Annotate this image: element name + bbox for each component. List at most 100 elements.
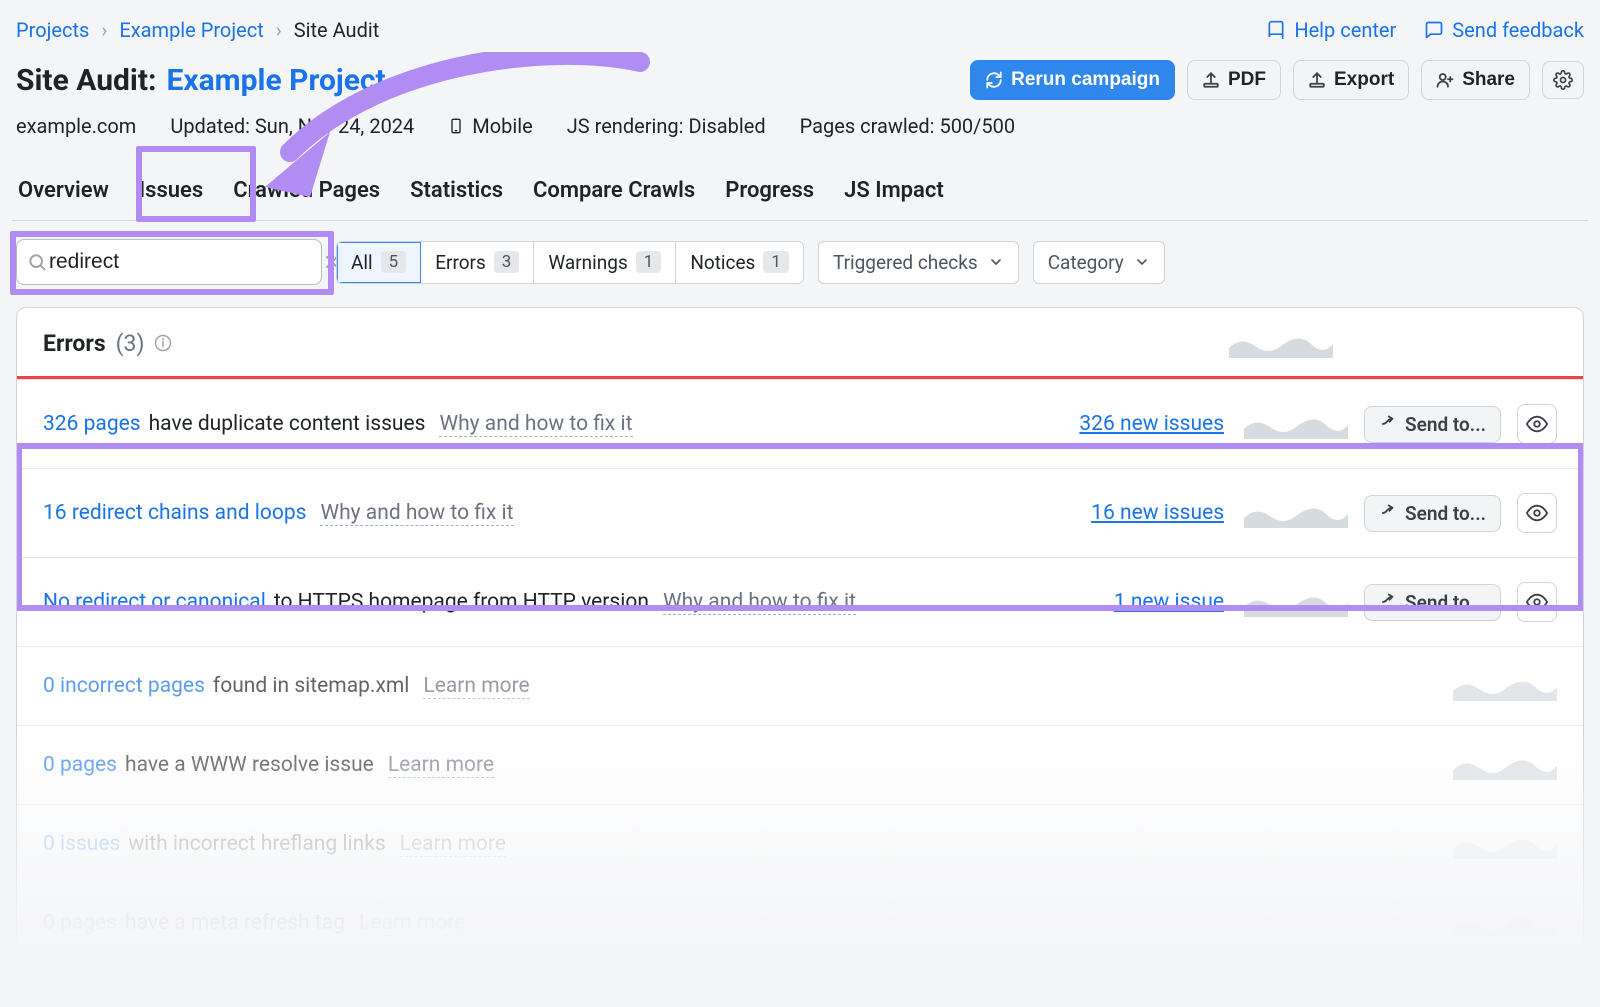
segment-notices[interactable]: Notices 1 bbox=[676, 242, 803, 283]
why-link[interactable]: Learn more bbox=[400, 832, 506, 857]
issue-main: No redirect or canonical to HTTPS homepa… bbox=[43, 590, 1098, 615]
share-button[interactable]: Share bbox=[1421, 60, 1530, 100]
issue-rest-text: have duplicate content issues bbox=[149, 412, 426, 436]
project-dropdown[interactable]: Example Project bbox=[166, 63, 409, 98]
send-to-button[interactable]: Send to... bbox=[1364, 495, 1501, 532]
why-link[interactable]: Learn more bbox=[423, 674, 529, 699]
segment-all[interactable]: All 5 bbox=[337, 242, 421, 283]
eye-icon bbox=[1526, 502, 1548, 524]
hide-button[interactable] bbox=[1517, 493, 1557, 533]
issue-row: 0 incorrect pages found in sitemap.xml Le… bbox=[17, 646, 1583, 725]
issue-rest-text: with incorrect hreflang links bbox=[128, 832, 385, 856]
chevron-down-icon bbox=[392, 71, 410, 89]
info-icon[interactable] bbox=[154, 334, 172, 352]
segment-all-label: All bbox=[351, 251, 373, 274]
issue-main: 0 pages have a WWW resolve issue Learn mo… bbox=[43, 753, 1437, 778]
sparkline-icon bbox=[1229, 328, 1333, 358]
issue-rest-text: have a meta refresh tag bbox=[125, 911, 345, 935]
new-issues-link[interactable]: 1 new issue bbox=[1114, 590, 1224, 614]
pdf-label: PDF bbox=[1228, 69, 1266, 91]
issue-row: 0 issues with incorrect hreflang links Le… bbox=[17, 804, 1583, 883]
tab-progress[interactable]: Progress bbox=[723, 174, 816, 220]
sparkline-icon bbox=[1453, 829, 1557, 859]
errors-panel: Errors (3) 326 pages have duplicate cont… bbox=[16, 307, 1584, 963]
segment-notices-count: 1 bbox=[763, 251, 789, 273]
new-issues-link[interactable]: 16 new issues bbox=[1091, 501, 1224, 525]
tab-overview[interactable]: Overview bbox=[16, 174, 111, 220]
hide-button[interactable] bbox=[1517, 404, 1557, 444]
errors-panel-header: Errors (3) bbox=[17, 308, 1583, 376]
tab-compare-crawls[interactable]: Compare Crawls bbox=[531, 174, 697, 220]
help-center-link[interactable]: Help center bbox=[1266, 18, 1396, 42]
segment-errors[interactable]: Errors 3 bbox=[421, 242, 534, 283]
tab-crawled-pages[interactable]: Crawled Pages bbox=[231, 174, 382, 220]
sparkline-icon bbox=[1453, 671, 1557, 701]
search-input-wrap[interactable] bbox=[16, 239, 322, 285]
hide-button[interactable] bbox=[1517, 582, 1557, 622]
upload-icon bbox=[1308, 71, 1326, 89]
chevron-right-icon: › bbox=[101, 18, 107, 42]
why-link[interactable]: Learn more bbox=[388, 753, 494, 778]
tab-js-impact[interactable]: JS Impact bbox=[842, 174, 946, 220]
issue-link[interactable]: 0 incorrect pages bbox=[43, 674, 205, 698]
send-to-button[interactable]: Send to... bbox=[1364, 406, 1501, 443]
category-dropdown[interactable]: Category bbox=[1033, 241, 1165, 284]
issue-row: 326 pages have duplicate content issues W… bbox=[17, 379, 1583, 468]
send-to-label: Send to... bbox=[1405, 591, 1486, 614]
meta-pages-crawled: Pages crawled: 500/500 bbox=[800, 114, 1016, 138]
search-input[interactable] bbox=[47, 249, 322, 275]
sparkline-icon bbox=[1244, 587, 1348, 617]
send-feedback-label: Send feedback bbox=[1452, 18, 1584, 42]
segment-warnings[interactable]: Warnings 1 bbox=[534, 242, 676, 283]
issue-link[interactable]: 16 redirect chains and loops bbox=[43, 501, 306, 525]
sparkline-icon bbox=[1244, 409, 1348, 439]
errors-title: Errors bbox=[43, 330, 106, 357]
issue-link[interactable]: 0 pages bbox=[43, 753, 117, 777]
issue-main: 0 incorrect pages found in sitemap.xml Le… bbox=[43, 674, 1437, 699]
why-link[interactable]: Why and how to fix it bbox=[439, 412, 632, 437]
breadcrumb-projects[interactable]: Projects bbox=[16, 18, 89, 42]
segment-notices-label: Notices bbox=[690, 251, 755, 274]
issue-rest-text: found in sitemap.xml bbox=[213, 674, 409, 698]
send-feedback-link[interactable]: Send feedback bbox=[1424, 18, 1584, 42]
eye-icon bbox=[1526, 591, 1548, 613]
rerun-label: Rerun campaign bbox=[1011, 69, 1160, 91]
send-to-button[interactable]: Send to... bbox=[1364, 584, 1501, 621]
pdf-button[interactable]: PDF bbox=[1187, 60, 1281, 100]
rerun-campaign-button[interactable]: Rerun campaign bbox=[970, 60, 1175, 100]
new-issues-link[interactable]: 326 new issues bbox=[1079, 412, 1224, 436]
chevron-right-icon: › bbox=[276, 18, 282, 42]
tab-issues[interactable]: Issues bbox=[137, 174, 205, 220]
issue-main: 0 issues with incorrect hreflang links Le… bbox=[43, 832, 1437, 857]
triggered-checks-dropdown[interactable]: Triggered checks bbox=[818, 241, 1019, 284]
issue-link[interactable]: 0 pages bbox=[43, 911, 117, 935]
tab-statistics[interactable]: Statistics bbox=[408, 174, 505, 220]
sparkline-icon bbox=[1244, 498, 1348, 528]
issue-rest-text: have a WWW resolve issue bbox=[125, 753, 374, 777]
send-to-label: Send to... bbox=[1405, 502, 1486, 525]
gear-icon bbox=[1553, 70, 1573, 90]
why-link[interactable]: Why and how to fix it bbox=[320, 501, 513, 526]
sparkline-icon bbox=[1453, 908, 1557, 938]
segment-errors-label: Errors bbox=[435, 251, 486, 274]
book-icon bbox=[1266, 20, 1286, 40]
export-button[interactable]: Export bbox=[1293, 60, 1409, 100]
chevron-down-icon bbox=[1134, 254, 1150, 270]
breadcrumb-example-project[interactable]: Example Project bbox=[119, 18, 263, 42]
page-title-row: Site Audit: Example Project Rerun campai… bbox=[12, 52, 1588, 106]
meta-row: example.com Updated: Sun, Nov 24, 2024 M… bbox=[12, 106, 1588, 156]
settings-button[interactable] bbox=[1542, 61, 1584, 99]
issue-link[interactable]: 326 pages bbox=[43, 412, 141, 436]
issue-row: 0 pages have a WWW resolve issue Learn mo… bbox=[17, 725, 1583, 804]
issue-link[interactable]: No redirect or canonical bbox=[43, 590, 266, 614]
issue-link[interactable]: 0 issues bbox=[43, 832, 120, 856]
filter-row: All 5 Errors 3 Warnings 1 Notices 1 Trig… bbox=[12, 221, 1588, 303]
upload-icon bbox=[1202, 71, 1220, 89]
why-link[interactable]: Learn more bbox=[359, 911, 465, 936]
page-title: Site Audit: Example Project bbox=[16, 63, 410, 98]
page-title-prefix: Site Audit: bbox=[16, 63, 156, 98]
issue-main: 326 pages have duplicate content issues W… bbox=[43, 412, 1063, 437]
breadcrumb-site-audit: Site Audit bbox=[294, 18, 380, 42]
errors-count: (3) bbox=[116, 330, 145, 357]
why-link[interactable]: Why and how to fix it bbox=[663, 590, 856, 615]
